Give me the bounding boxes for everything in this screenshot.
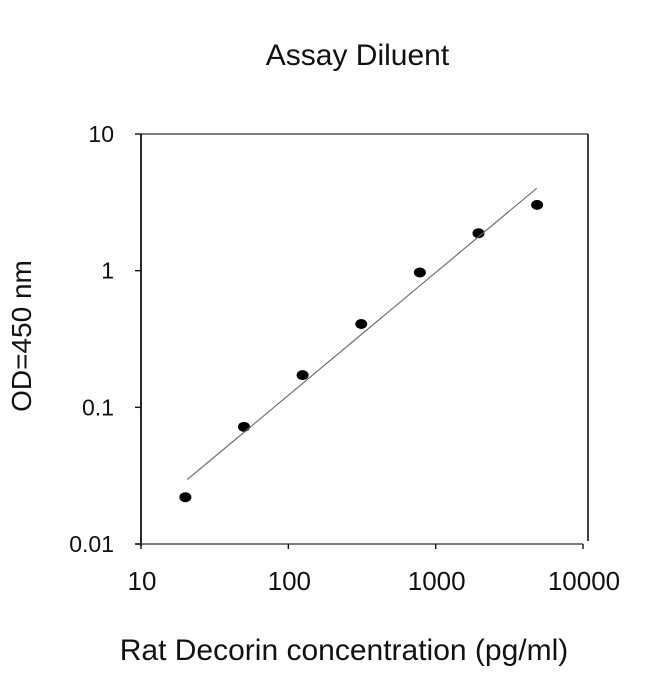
x-tick-label: 1000	[408, 566, 466, 596]
data-point	[355, 319, 368, 330]
x-tick-label: 10000	[548, 566, 620, 596]
fit-line	[186, 187, 538, 481]
chart-title: Assay Diluent	[265, 39, 450, 72]
data-point	[237, 421, 250, 432]
data-point	[531, 199, 544, 210]
data-point	[296, 370, 309, 381]
y-tick-label: 1	[101, 258, 114, 284]
data-point	[413, 267, 426, 278]
data-point	[472, 228, 485, 239]
x-tick-label: 100	[268, 566, 311, 596]
y-tick-label: 0.01	[69, 531, 114, 557]
data-point	[179, 492, 192, 503]
x-tick-label: 10	[128, 566, 157, 596]
y-tick-label: 10	[88, 121, 114, 147]
x-axis-label: Rat Decorin concentration (pg/ml)	[119, 634, 569, 667]
y-tick-label: 0.1	[82, 394, 114, 420]
